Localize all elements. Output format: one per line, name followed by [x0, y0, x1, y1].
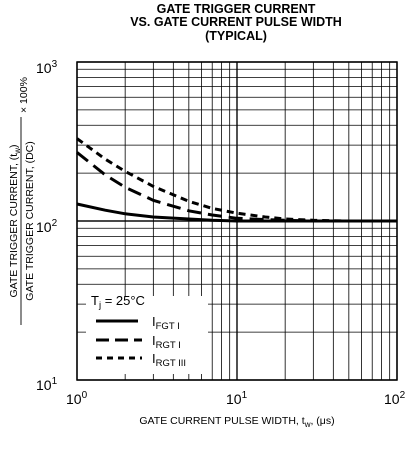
legend-label-irgt3: IRGT III — [152, 351, 186, 369]
legend-background — [86, 296, 208, 374]
legend-label-irgt3-sub: RGT III — [156, 358, 186, 369]
legend-temperature-sub: j — [98, 300, 101, 311]
legend-label-irgt1: IRGT I — [152, 333, 181, 351]
x-tick-100: 102 — [384, 390, 406, 407]
chart-title: GATE TRIGGER CURRENT VS. GATE CURRENT PU… — [130, 2, 342, 43]
curve-irgt3 — [76, 137, 397, 223]
y-axis-label: GATE TRIGGER CURRENT, (tw) GATE TRIGGER … — [8, 77, 36, 325]
y-tick-100-exp: 2 — [52, 218, 58, 229]
legend-label-ifgt1: IFGT I — [152, 314, 180, 332]
y-axis-label-numerator-sub: w — [13, 148, 22, 155]
legend-label-ifgt1-sub: FGT I — [156, 321, 180, 332]
title-line-1: GATE TRIGGER CURRENT — [157, 2, 316, 16]
x-tick-1: 100 — [66, 390, 88, 407]
y-tick-10-exp: 1 — [52, 376, 58, 387]
x-axis-label-suffix: , (μs) — [310, 415, 334, 427]
y-axis-label-numerator: GATE TRIGGER CURRENT, (tw) — [8, 145, 22, 298]
y-tick-100: 102 — [36, 218, 58, 235]
y-axis-label-denominator: GATE TRIGGER CURRENT, (DC) — [24, 141, 36, 300]
plot-frame — [76, 61, 398, 381]
legend-temperature-value: = 25°C — [101, 293, 145, 308]
legend: Tj = 25°C IFGT I IRGT I IRGT III — [86, 293, 208, 374]
y-tick-1000-exp: 3 — [52, 59, 58, 70]
y-axis-label-factor: × 100% — [18, 77, 30, 113]
y-tick-1000: 103 — [36, 59, 58, 76]
x-tick-1-exp: 0 — [82, 390, 88, 401]
title-line-2: VS. GATE CURRENT PULSE WIDTH — [130, 15, 342, 29]
title-line-3: (TYPICAL) — [205, 29, 267, 43]
legend-label-irgt1-sub: RGT I — [156, 340, 181, 351]
x-tick-10-exp: 1 — [242, 390, 248, 401]
y-tick-10: 101 — [36, 376, 58, 393]
x-tick-100-exp: 2 — [400, 390, 406, 401]
legend-temperature: Tj = 25°C — [91, 293, 145, 311]
plot-curves — [76, 137, 397, 223]
curve-irgt1 — [76, 151, 397, 223]
y-axis-label-numerator-end: ) — [8, 145, 20, 149]
x-axis-label-sub: w — [304, 420, 311, 429]
x-tick-10: 101 — [226, 390, 248, 407]
x-axis-label: GATE CURRENT PULSE WIDTH, tw, (μs) — [139, 415, 334, 429]
